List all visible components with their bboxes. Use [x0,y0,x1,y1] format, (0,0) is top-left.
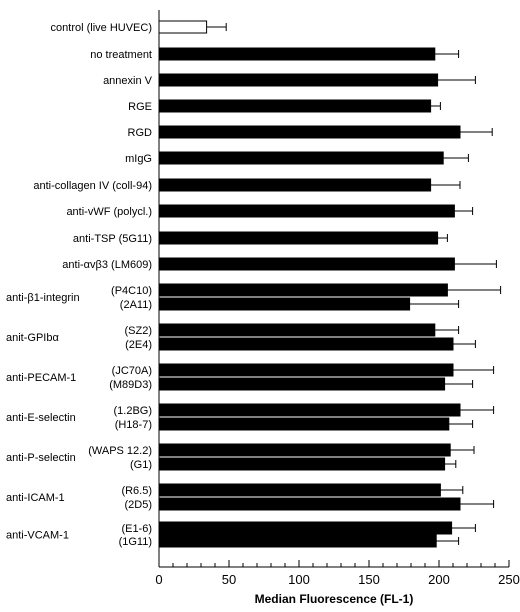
bar [158,403,461,417]
category-label: anti-αvβ3 (LM609) [62,259,152,271]
bar-sublabel: (WAPS 12.2) [88,445,152,457]
bar [158,534,437,548]
bar [158,443,451,457]
bar-sublabel: (H18-7) [115,419,152,431]
bar [158,521,453,535]
category-label: no treatment [90,49,152,61]
category-label: RGD [128,127,153,139]
group-label: anti-P-selectin [6,452,76,464]
bar-sublabel: (1.2BG) [113,405,152,417]
bar [158,417,450,431]
category-label: anti-TSP (5G11) [73,233,152,245]
bar-sublabel: (JC70A) [112,365,152,377]
bar [158,497,461,511]
category-label: annexin V [103,75,153,87]
category-label: RGE [128,101,152,113]
bar-sublabel: (2E4) [125,339,152,351]
x-axis: 0 50 100 150 200 250 [155,10,520,587]
bar [158,231,439,245]
bar [158,99,432,113]
group-label: anti-PECAM-1 [6,372,76,384]
x-tick-label: 0 [155,572,162,587]
group-label: anti-VCAM-1 [6,530,69,542]
bar [158,483,441,497]
bar [158,283,448,297]
bar [158,257,455,271]
bar-sublabel: (G1) [130,459,152,471]
bar-sublabel: (2D5) [124,499,152,511]
bar [158,204,455,218]
category-label: anti-vWF (polycl.) [66,206,152,218]
bar [158,178,432,192]
bar [158,377,446,391]
x-tick-label: 100 [288,572,310,587]
bar [158,73,439,87]
group-label: anit-GPIbα [6,332,59,344]
category-label: mIgG [125,153,152,165]
bar-sublabel: (E1-6) [121,523,152,535]
bar-sublabel: (SZ2) [125,325,153,337]
bar-sublabel: (M89D3) [109,379,152,391]
x-tick-label: 150 [358,572,380,587]
x-tick-label: 50 [222,572,236,587]
bar [158,323,436,337]
group-label: anti-β1-integrin [6,292,80,304]
bar [158,297,411,311]
x-tick-label: 250 [498,572,520,587]
bar-sublabel: (2A11) [120,299,152,311]
bar [158,151,444,165]
bar [158,363,454,377]
bar-sublabel: (P4C10) [111,285,152,297]
group-label: anti-E-selectin [6,412,76,424]
bar [158,125,461,139]
x-tick-label: 200 [428,572,450,587]
bar-sublabel: (R6.5) [121,485,152,497]
bar-sublabel: (1G11) [119,536,152,548]
category-label: control (live HUVEC) [51,22,152,34]
bar [158,47,436,61]
x-axis-label: Median Fluorescence (FL-1) [255,592,414,606]
bar [158,20,208,34]
bar [158,337,454,351]
category-label: anti-collagen IV (coll-94) [33,180,152,192]
bar [158,457,446,471]
plot-area: control (live HUVEC) no treatment annexin … [6,20,502,548]
group-label: anti-ICAM-1 [6,492,65,504]
